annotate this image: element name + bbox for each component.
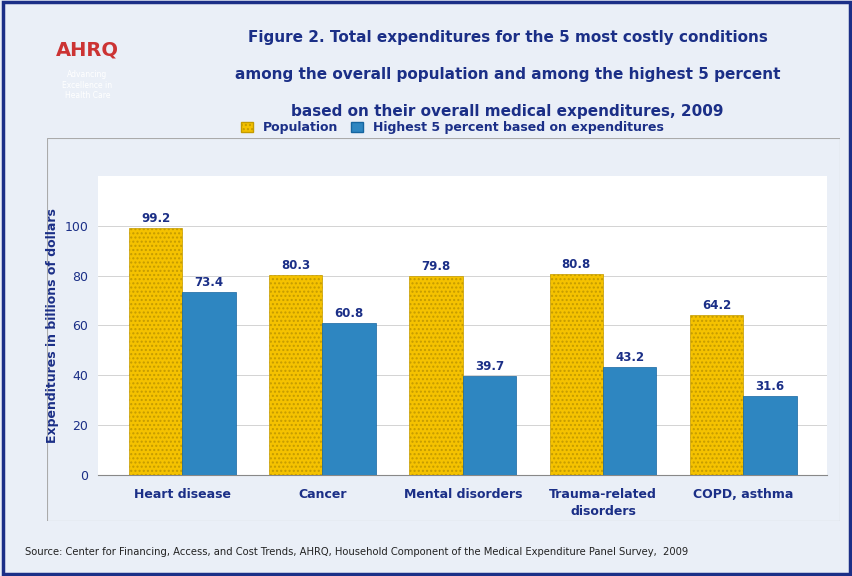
Text: 80.8: 80.8 — [561, 257, 590, 271]
Text: 31.6: 31.6 — [755, 380, 784, 393]
Bar — [322, 324, 376, 475]
Text: 64.2: 64.2 — [701, 299, 730, 312]
Text: among the overall population and among the highest 5 percent: among the overall population and among t… — [234, 67, 780, 82]
Text: 79.8: 79.8 — [421, 260, 450, 273]
Legend: Population, Highest 5 percent based on expenditures: Population, Highest 5 percent based on e… — [235, 116, 669, 139]
Bar — [602, 367, 655, 475]
Bar — [462, 376, 515, 475]
Text: AHRQ: AHRQ — [56, 41, 118, 60]
Bar — [689, 315, 742, 475]
Bar — [742, 396, 796, 475]
Bar — [409, 276, 462, 475]
Text: Source: Center for Financing, Access, and Cost Trends, AHRQ, Household Component: Source: Center for Financing, Access, an… — [26, 547, 688, 557]
Text: Figure 2. Total expenditures for the 5 most costly conditions: Figure 2. Total expenditures for the 5 m… — [247, 30, 767, 45]
Text: 60.8: 60.8 — [334, 308, 363, 320]
Text: 80.3: 80.3 — [281, 259, 310, 272]
Bar — [129, 228, 182, 475]
Text: Advancing
Excellence in
Health Care: Advancing Excellence in Health Care — [62, 70, 112, 100]
Bar — [549, 274, 602, 475]
Text: based on their overall medical expenditures, 2009: based on their overall medical expenditu… — [291, 104, 723, 119]
Bar — [182, 292, 235, 475]
Y-axis label: Expenditures in billions of dollars: Expenditures in billions of dollars — [46, 208, 59, 443]
Text: 99.2: 99.2 — [141, 211, 170, 225]
Bar — [269, 275, 322, 475]
Text: 43.2: 43.2 — [614, 351, 643, 365]
Text: 39.7: 39.7 — [475, 360, 504, 373]
Text: 73.4: 73.4 — [194, 276, 223, 289]
